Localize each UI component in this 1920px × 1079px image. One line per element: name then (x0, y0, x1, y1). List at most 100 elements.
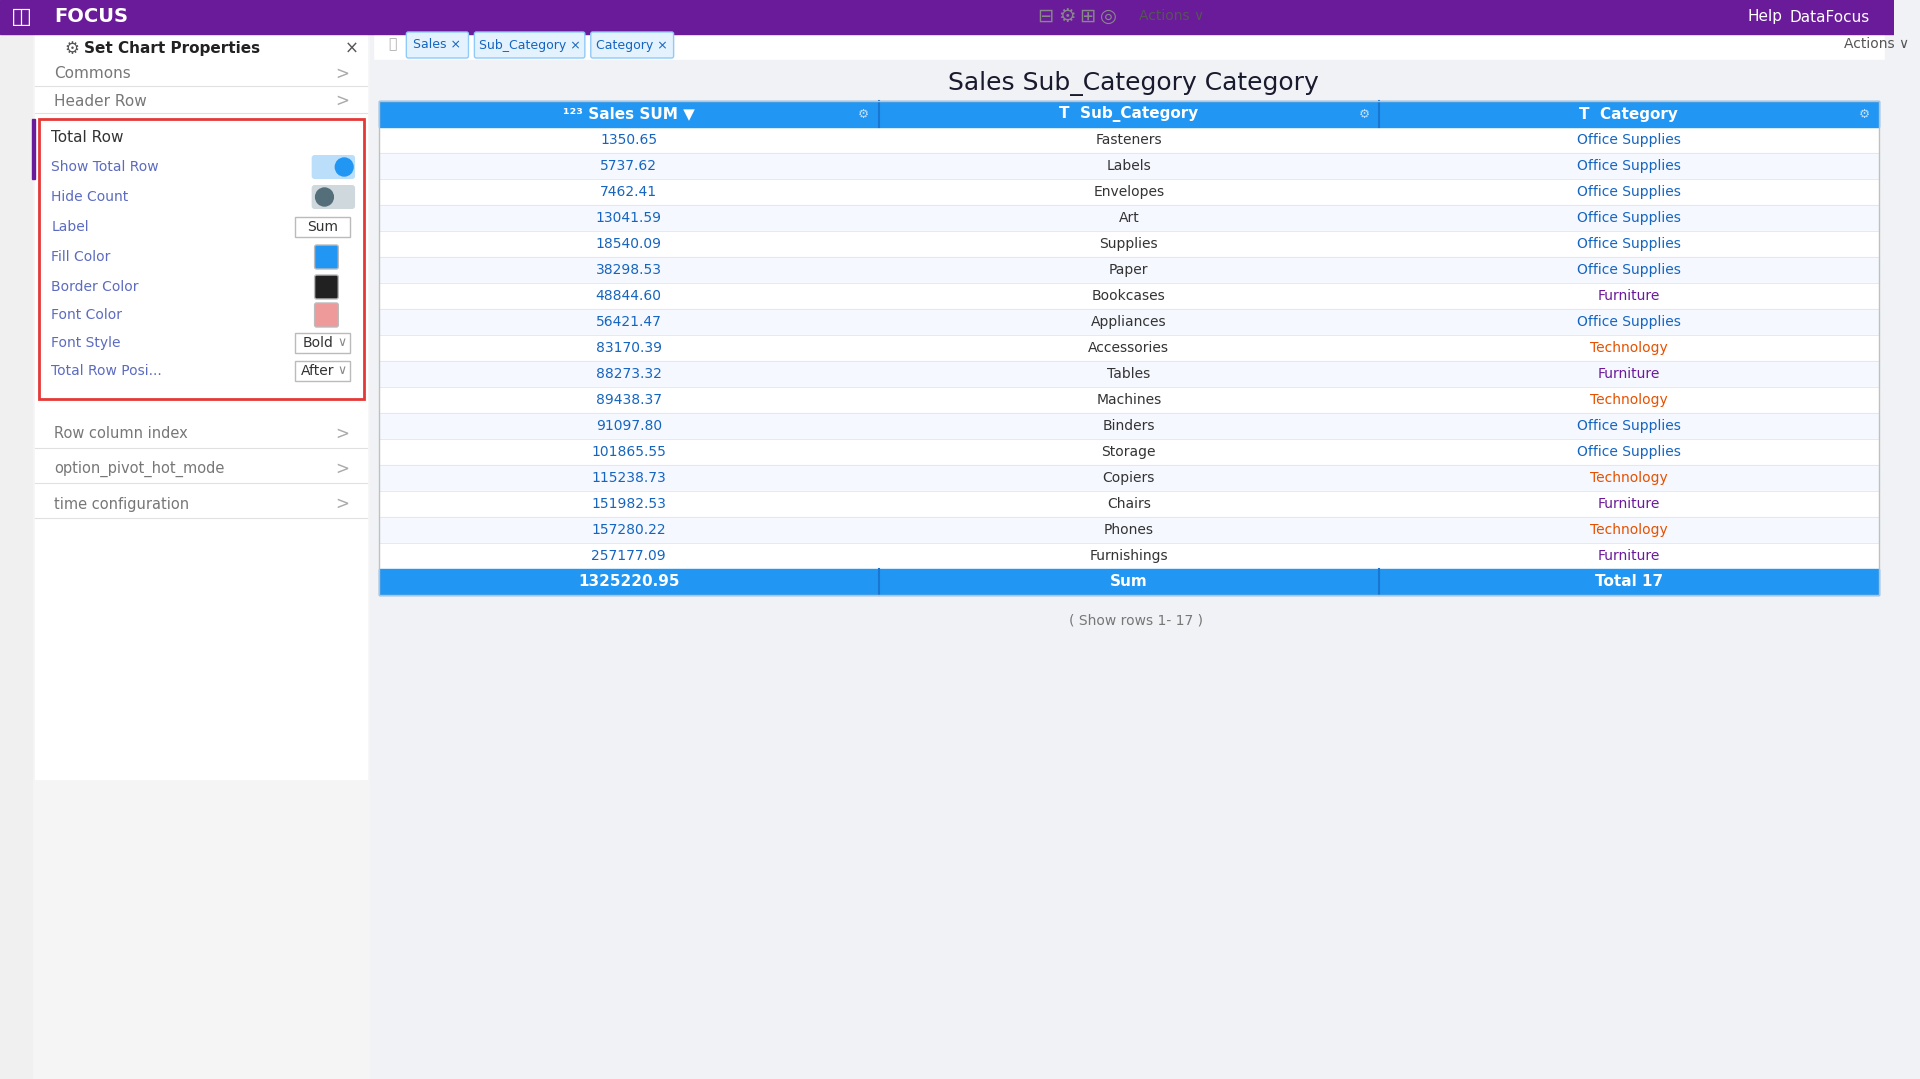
Text: 89438.37: 89438.37 (595, 393, 662, 407)
Text: 🔍: 🔍 (388, 37, 397, 51)
Text: ⚙: ⚙ (1859, 108, 1870, 121)
Bar (0, 35, 369, 1079)
Text: Accessories: Accessories (1089, 341, 1169, 355)
Text: Office Supplies: Office Supplies (1576, 133, 1680, 147)
Text: >: > (336, 65, 349, 83)
Bar (378, 465, 1880, 491)
Text: 5737.62: 5737.62 (601, 159, 657, 173)
Text: ⊞: ⊞ (1079, 6, 1096, 26)
Text: FOCUS: FOCUS (54, 8, 129, 27)
Text: 88273.32: 88273.32 (595, 367, 662, 381)
Text: 157280.22: 157280.22 (591, 523, 666, 537)
Text: ◎: ◎ (1100, 6, 1117, 26)
Text: ⚙: ⚙ (1058, 6, 1075, 26)
Text: Supplies: Supplies (1100, 237, 1158, 251)
Text: Hide Count: Hide Count (52, 190, 129, 204)
Text: 1325220.95: 1325220.95 (578, 574, 680, 589)
Text: Furnishings: Furnishings (1089, 549, 1167, 563)
Text: >: > (336, 425, 349, 443)
FancyBboxPatch shape (315, 275, 338, 299)
Bar (378, 543, 1880, 569)
Bar (378, 179, 1880, 205)
Text: Furniture: Furniture (1597, 367, 1661, 381)
Text: Sales Sub_Category Category: Sales Sub_Category Category (948, 71, 1319, 96)
Text: Technology: Technology (1590, 341, 1668, 355)
Text: 257177.09: 257177.09 (591, 549, 666, 563)
Text: Header Row: Header Row (54, 94, 148, 109)
Text: Copiers: Copiers (1102, 472, 1156, 484)
Text: Total Row Posi...: Total Row Posi... (52, 364, 161, 378)
Text: Total 17: Total 17 (1596, 574, 1663, 589)
Text: DataFocus: DataFocus (1789, 10, 1870, 25)
Text: Commons: Commons (54, 67, 131, 82)
Text: Storage: Storage (1102, 445, 1156, 459)
FancyBboxPatch shape (311, 155, 355, 179)
Text: Technology: Technology (1590, 472, 1668, 484)
Text: 18540.09: 18540.09 (595, 237, 662, 251)
Bar (0, 35, 31, 1079)
Text: Show Total Row: Show Total Row (52, 160, 159, 174)
Text: After: After (301, 364, 334, 378)
Text: >: > (336, 92, 349, 110)
Text: ⚙: ⚙ (858, 108, 870, 121)
Text: ×: × (346, 40, 359, 58)
Text: option_pivot_hot_mode: option_pivot_hot_mode (54, 461, 225, 477)
FancyBboxPatch shape (296, 217, 349, 237)
Circle shape (336, 158, 353, 176)
Text: Font Style: Font Style (52, 336, 121, 350)
Text: Furniture: Furniture (1597, 289, 1661, 303)
Bar (378, 413, 1880, 439)
Text: Office Supplies: Office Supplies (1576, 315, 1680, 329)
Text: Bookcases: Bookcases (1092, 289, 1165, 303)
Bar (378, 153, 1880, 179)
Text: Tables: Tables (1108, 367, 1150, 381)
Bar (378, 387, 1880, 413)
Text: Technology: Technology (1590, 393, 1668, 407)
Text: 56421.47: 56421.47 (595, 315, 662, 329)
Text: 7462.41: 7462.41 (601, 185, 657, 199)
Bar (374, 29, 1884, 59)
Text: 83170.39: 83170.39 (595, 341, 662, 355)
Text: Binders: Binders (1102, 419, 1156, 433)
Text: 91097.80: 91097.80 (595, 419, 662, 433)
Text: Actions ∨: Actions ∨ (1139, 9, 1204, 23)
Text: ∨: ∨ (338, 365, 348, 378)
FancyBboxPatch shape (315, 245, 338, 269)
Text: >: > (336, 495, 349, 513)
Text: Row column index: Row column index (54, 426, 188, 441)
Bar (378, 205, 1880, 231)
Text: ◫: ◫ (12, 6, 33, 27)
Bar (378, 127, 1880, 153)
Text: Border Color: Border Color (52, 279, 138, 293)
Text: >: > (336, 460, 349, 478)
Bar (378, 439, 1880, 465)
Text: Furniture: Furniture (1597, 497, 1661, 511)
Text: Paper: Paper (1110, 263, 1148, 277)
Text: ⚙: ⚙ (63, 40, 79, 58)
Text: Font Color: Font Color (52, 308, 123, 322)
Text: Category ×: Category × (597, 39, 668, 52)
Text: Sales ×: Sales × (413, 39, 461, 52)
Text: ( Show rows 1- 17 ): ( Show rows 1- 17 ) (1069, 613, 1204, 627)
Bar (378, 361, 1880, 387)
FancyBboxPatch shape (315, 303, 338, 327)
Text: Total Row: Total Row (52, 129, 123, 145)
Text: Label: Label (52, 220, 88, 234)
FancyBboxPatch shape (474, 32, 586, 58)
Text: Fasteners: Fasteners (1096, 133, 1162, 147)
Text: Bold: Bold (301, 336, 332, 350)
Text: time configuration: time configuration (54, 496, 190, 511)
FancyBboxPatch shape (296, 333, 349, 353)
Bar (0, 0, 1893, 35)
Text: Phones: Phones (1104, 523, 1154, 537)
Bar (378, 569, 1880, 595)
Bar (378, 491, 1880, 517)
Text: Art: Art (1119, 211, 1139, 226)
Text: Help: Help (1747, 10, 1784, 25)
Text: Furniture: Furniture (1597, 549, 1661, 563)
Bar (378, 309, 1880, 334)
FancyBboxPatch shape (407, 32, 468, 58)
Bar (378, 231, 1880, 257)
Bar (35, 35, 367, 779)
Bar (378, 101, 1880, 595)
